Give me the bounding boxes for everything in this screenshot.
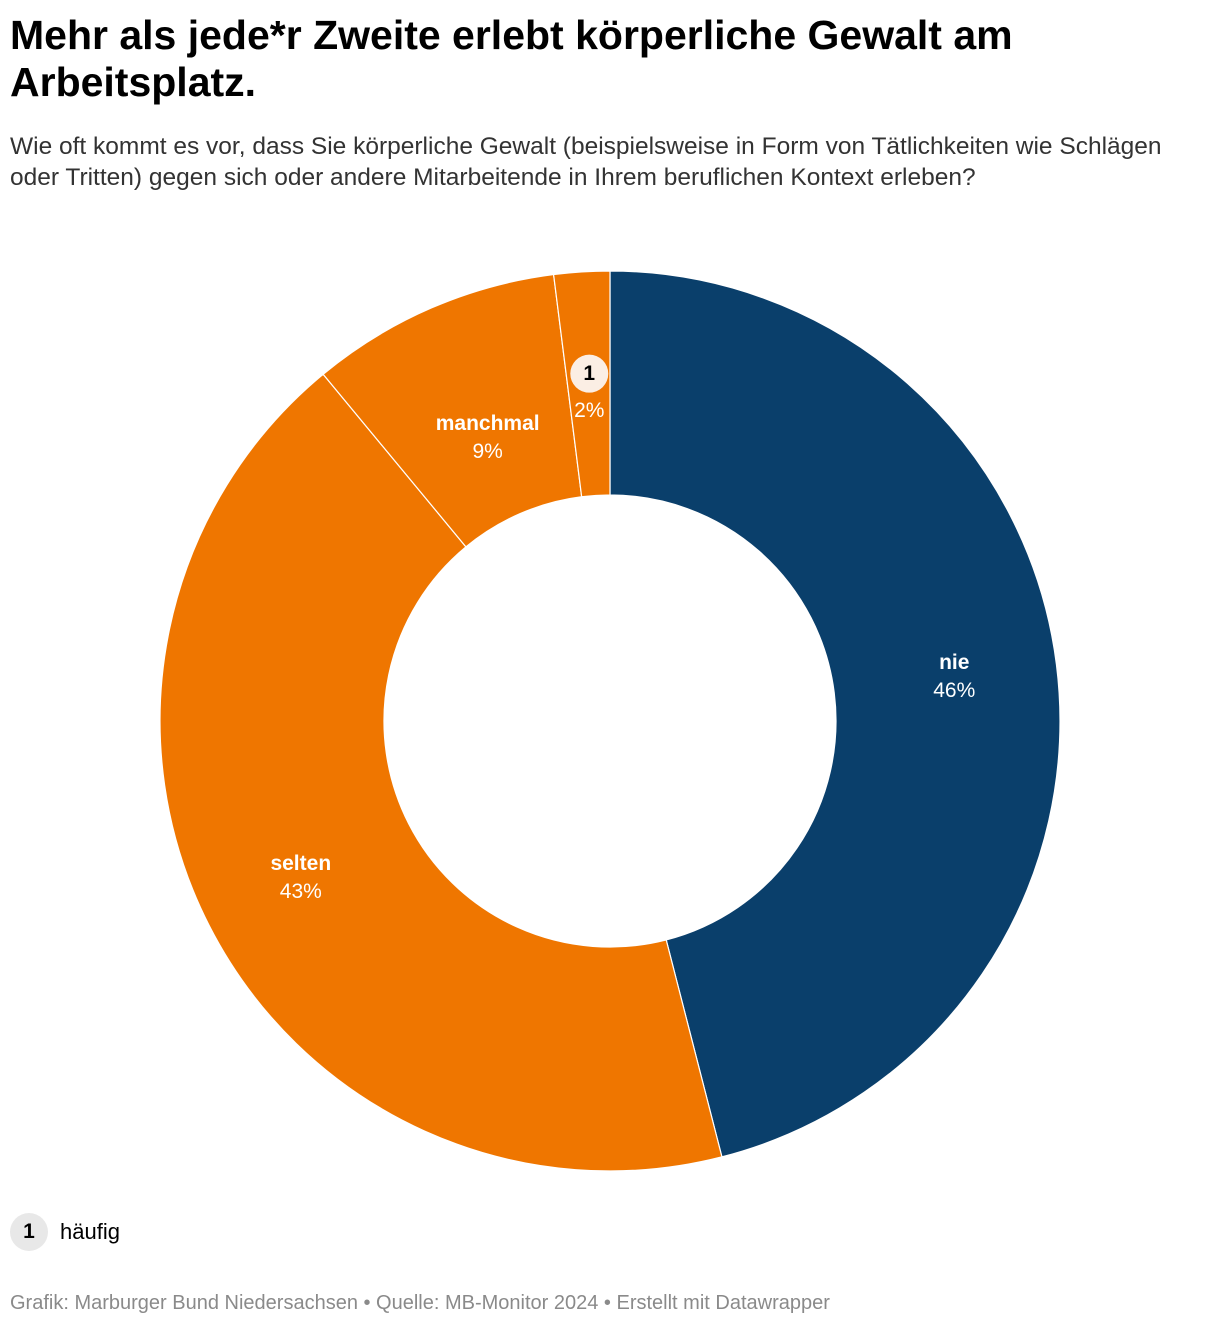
- slice-value-selten: 43%: [280, 880, 322, 903]
- donut-chart-area: nie 46% selten 43% manchmal 9% 1 2%: [0, 250, 1220, 1190]
- donut-labels: nie 46% selten 43% manchmal 9% 1 2%: [270, 354, 975, 903]
- slice-label-manchmal: manchmal: [436, 412, 540, 435]
- chart-title: Mehr als jede*r Zweite erlebt körperlich…: [10, 12, 1013, 105]
- donut-chart: nie 46% selten 43% manchmal 9% 1 2%: [159, 270, 1061, 1172]
- slice-value-nie: 46%: [933, 679, 975, 702]
- footnote-label: häufig: [60, 1219, 120, 1244]
- slice-selten: [159, 373, 723, 1172]
- footnote-marker-badge: 1: [10, 1213, 48, 1251]
- source-footer: Grafik: Marburger Bund Niedersachsen • Q…: [10, 1292, 830, 1314]
- slice-nie: [609, 270, 1061, 1158]
- slice-marker-haeufig: 1: [583, 362, 595, 385]
- slice-label-badge-haeufig: [570, 354, 609, 393]
- chart-subtitle: Wie oft kommt es vor, dass Sie körperlic…: [10, 133, 1162, 191]
- slice-label-nie: nie: [939, 651, 969, 674]
- slice-value-manchmal: 9%: [473, 440, 503, 463]
- footnote-legend: 1 häufig: [10, 1212, 120, 1252]
- slice-label-selten: selten: [270, 852, 331, 875]
- donut-slices: [159, 270, 1061, 1172]
- slice-value-haeufig: 2%: [574, 399, 604, 422]
